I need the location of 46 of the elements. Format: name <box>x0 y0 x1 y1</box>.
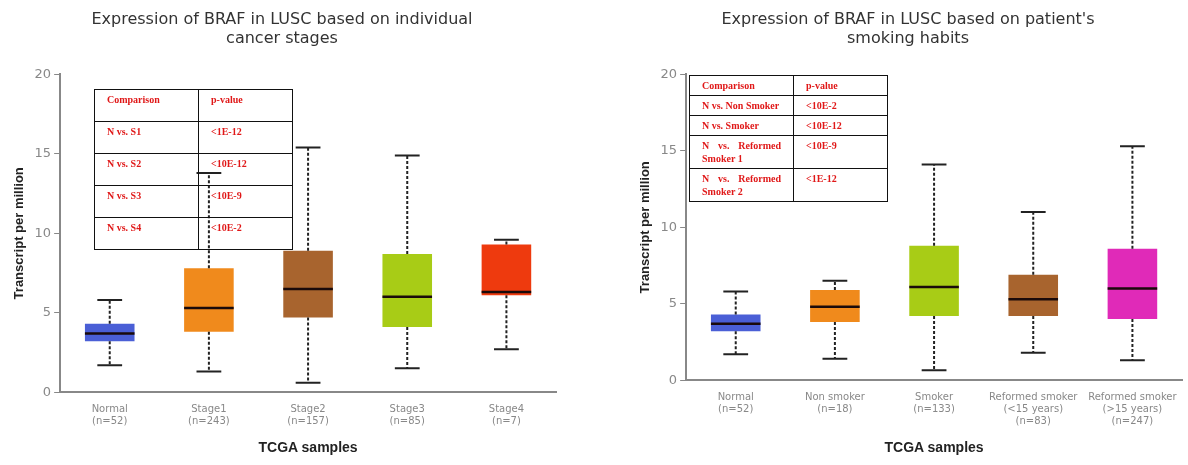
annotation: N vs. Smoker <box>689 115 794 136</box>
annotation: N vs. Non Smoker <box>689 95 794 116</box>
x-axis-title: TCGA samples <box>258 439 358 456</box>
x-tick-label: Stage2 (n=157) <box>287 402 329 426</box>
annotation: N vs. S4 <box>94 217 199 250</box>
x-tick-label: Smoker (n=133) <box>913 390 955 414</box>
x-tick-label: Stage1 (n=243) <box>188 402 230 426</box>
x-tick-label: Normal (n=52) <box>717 390 754 414</box>
annotation: p-value <box>793 75 888 96</box>
annotation: <10E-2 <box>198 217 293 250</box>
y-axis-title: Transcript per million <box>637 161 653 294</box>
x-tick-label: Stage4 (n=7) <box>488 402 525 426</box>
x-tick-label: Stage3 (n=85) <box>389 402 425 426</box>
annotation: N vs. S1 <box>94 121 199 154</box>
annotation: Comparison <box>94 89 199 122</box>
annotation: <1E-12 <box>793 168 888 202</box>
x-tick-label: Normal (n=52) <box>91 402 128 426</box>
chart-title: Expression of BRAF in LUSC based on individual cancer stages <box>91 8 473 47</box>
x-tick-label: Reformed smoker (>15 years) (n=247) <box>1088 390 1178 426</box>
y-tick-label: 20 <box>34 65 52 81</box>
annotation: N vs. S3 <box>94 185 199 218</box>
x-axis-title: TCGA samples <box>884 439 984 456</box>
y-tick-label: 15 <box>660 142 678 158</box>
annotation: N vs. Reformed Smoker 1 <box>689 135 794 169</box>
y-tick-label: 5 <box>42 304 52 320</box>
annotation: p-value <box>198 89 293 122</box>
annotation: <10E-2 <box>793 95 888 116</box>
y-tick-label: 10 <box>34 224 52 240</box>
x-tick-label: Reformed smoker (<15 years) (n=83) <box>989 390 1079 426</box>
y-tick-label: 0 <box>668 371 678 387</box>
chart-title: Expression of BRAF in LUSC based on patient's smoking habits <box>721 8 1095 47</box>
y-tick-label: 5 <box>668 295 678 311</box>
annotation: <10E-9 <box>793 135 888 169</box>
annotation: <1E-12 <box>198 121 293 154</box>
y-tick-label: 15 <box>34 145 52 161</box>
annotation: <10E-12 <box>793 115 888 136</box>
annotation: N vs. Reformed Smoker 2 <box>689 168 794 202</box>
annotation: N vs. S2 <box>94 153 199 186</box>
y-tick-label: 20 <box>660 65 678 81</box>
annotation: <10E-9 <box>198 185 293 218</box>
annotation: <10E-12 <box>198 153 293 186</box>
y-tick-label: 10 <box>660 218 678 234</box>
x-tick-label: Non smoker (n=18) <box>804 390 866 414</box>
y-axis-title: Transcript per million <box>11 167 27 300</box>
annotation: Comparison <box>689 75 794 96</box>
y-tick-label: 0 <box>42 383 52 399</box>
